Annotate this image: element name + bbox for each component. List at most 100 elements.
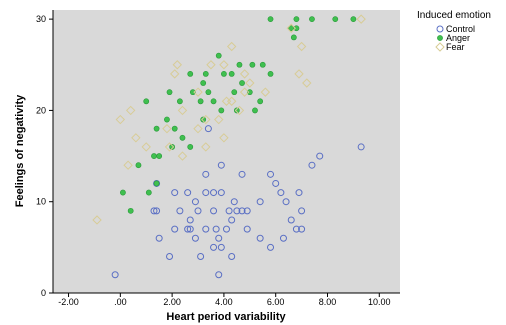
- point-control: [357, 143, 365, 151]
- point-control: [184, 189, 192, 197]
- point-control: [202, 225, 210, 233]
- point-control: [287, 216, 295, 224]
- point-anger: [176, 98, 183, 105]
- point-fear: [177, 105, 188, 116]
- point-control: [166, 252, 174, 260]
- point-anger: [120, 189, 126, 196]
- point-fear: [141, 142, 151, 152]
- point-anger: [293, 16, 300, 23]
- point-control: [153, 179, 161, 187]
- point-anger: [127, 207, 134, 214]
- point-control: [282, 198, 290, 206]
- point-anger: [293, 25, 300, 32]
- point-control: [215, 234, 223, 242]
- point-control: [298, 225, 306, 233]
- point-anger: [267, 16, 274, 23]
- point-fear: [177, 151, 188, 161]
- y-tick-label: 0: [41, 288, 46, 298]
- point-control: [256, 234, 264, 242]
- point-fear: [172, 60, 183, 70]
- point-control: [295, 189, 303, 197]
- point-control: [298, 207, 306, 215]
- y-axis-ticks: 0 10 20 30: [36, 14, 53, 298]
- point-control: [243, 207, 251, 215]
- plot-background: [53, 10, 400, 293]
- point-control: [197, 252, 205, 260]
- point-fear: [226, 96, 237, 106]
- point-fear: [219, 133, 229, 143]
- point-anger: [189, 89, 196, 96]
- point-fear: [286, 23, 296, 33]
- point-anger: [239, 80, 245, 86]
- point-fear: [193, 87, 203, 97]
- point-anger: [153, 125, 160, 132]
- point-control: [243, 225, 251, 233]
- point-anger: [171, 125, 178, 132]
- point-fear: [245, 78, 255, 88]
- legend-label-anger: Anger: [446, 33, 470, 43]
- point-control: [230, 198, 238, 206]
- point-control: [277, 189, 285, 197]
- x-axis-ticks: -2.00 .00 2.00 4.00 6.00 8.00 10.00: [58, 293, 391, 307]
- x-tick-label: 4.00: [215, 297, 233, 307]
- point-anger: [151, 153, 157, 159]
- point-control: [186, 216, 194, 224]
- point-fear: [302, 78, 312, 88]
- point-control: [202, 189, 210, 197]
- point-control: [171, 225, 179, 233]
- point-anger: [290, 34, 297, 41]
- point-anger: [233, 107, 240, 114]
- point-control: [176, 207, 184, 215]
- point-fear: [206, 60, 216, 70]
- x-tick-label: 2.00: [163, 297, 181, 307]
- point-fear: [226, 41, 237, 52]
- point-control: [279, 234, 287, 242]
- point-control: [238, 207, 246, 215]
- x-tick-label: 8.00: [319, 297, 337, 307]
- point-fear: [201, 142, 211, 152]
- point-control: [228, 252, 236, 260]
- point-fear: [214, 114, 224, 125]
- point-fear: [162, 123, 172, 134]
- point-anger: [169, 144, 176, 150]
- point-anger: [236, 61, 243, 68]
- point-anger: [215, 52, 222, 59]
- point-anger: [164, 116, 170, 123]
- point-anger: [257, 98, 264, 105]
- point-anger: [145, 189, 152, 196]
- point-control: [186, 225, 194, 233]
- point-anger: [218, 107, 225, 114]
- point-anger: [350, 16, 357, 23]
- point-control: [223, 225, 230, 233]
- x-tick-label: -2.00: [58, 297, 79, 307]
- point-anger: [143, 98, 150, 105]
- point-control: [228, 216, 236, 224]
- point-control: [153, 207, 161, 215]
- point-control: [194, 207, 202, 215]
- point-anger: [179, 134, 186, 141]
- point-anger: [187, 71, 194, 77]
- point-anger: [332, 16, 339, 23]
- point-control: [292, 225, 300, 233]
- point-control: [272, 179, 280, 187]
- point-control: [308, 161, 316, 169]
- point-control: [210, 189, 218, 197]
- point-anger: [228, 71, 235, 77]
- point-anger: [249, 61, 256, 68]
- point-fear: [219, 60, 229, 70]
- point-control: [184, 225, 192, 233]
- point-control: [215, 271, 223, 279]
- y-axis-title: Feelings of negativity: [14, 94, 26, 207]
- point-control: [217, 189, 225, 197]
- point-control: [155, 234, 163, 242]
- x-tick-label: .00: [114, 297, 127, 307]
- point-anger: [200, 80, 207, 86]
- point-anger: [221, 71, 227, 77]
- point-anger: [210, 98, 217, 105]
- point-fear: [294, 69, 304, 79]
- point-anger: [166, 89, 173, 96]
- point-fear: [170, 69, 180, 79]
- point-fear: [201, 114, 211, 125]
- point-anger: [135, 162, 142, 169]
